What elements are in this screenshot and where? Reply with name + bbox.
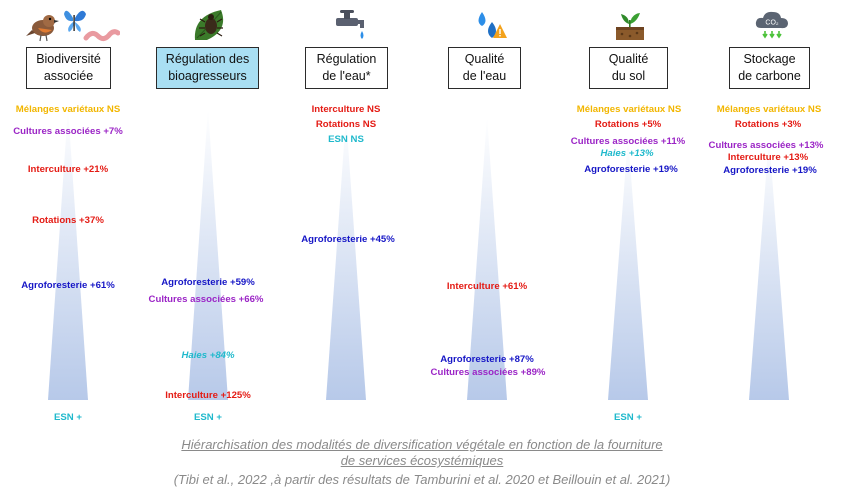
header-qualite-eau: Qualité de l'eau (448, 47, 521, 89)
caption-line1: Hiérarchisation des modalités de diversi… (181, 437, 663, 452)
label-agroforesterie: Agroforesterie +61% (21, 280, 115, 291)
header-line2: associée (43, 69, 94, 83)
water-tap-icon (336, 10, 364, 39)
cone-biodiversite (48, 108, 88, 400)
header-line2: de l'eau (462, 69, 507, 83)
soil-sprout-icon (616, 13, 644, 40)
cone-regulation-eau (326, 116, 366, 400)
water-drops-warning-icon (478, 12, 507, 38)
label-haies: Haies +13% (600, 148, 654, 159)
co2-icon-text: CO₂ (765, 20, 779, 27)
co2-cloud-icon: CO₂ (755, 11, 788, 39)
label-agroforesterie: Agroforesterie +87% (440, 354, 534, 365)
label-interculture: Interculture +61% (446, 281, 528, 292)
label-interculture: Interculture +13% (727, 152, 809, 163)
label-rotations: Rotations +37% (32, 215, 104, 226)
beetle-leaf-icon (194, 10, 224, 40)
label-esn: ESN NS (328, 134, 364, 145)
header-regulation-eau: Régulation de l'eau* (305, 47, 388, 89)
label-cultures-associees: Cultures associées +89% (430, 367, 546, 378)
label-cultures-associees: Cultures associées +7% (13, 126, 123, 137)
label-agroforesterie: Agroforesterie +19% (584, 164, 678, 175)
header-line2: de carbone (738, 69, 801, 83)
header-qualite-sol: Qualité du sol (589, 47, 668, 89)
caption-source: (Tibi et al., 2022 ,à partir des résulta… (173, 472, 671, 487)
label-esn: ESN + (54, 412, 82, 423)
label-interculture: Interculture +125% (165, 390, 251, 401)
header-line2: du sol (611, 69, 646, 83)
bird-butterfly-worm-icon (26, 10, 120, 42)
label-rotations: Rotations +5% (594, 119, 662, 130)
header-line1: Régulation des (165, 52, 250, 66)
header-biodiversite: Biodiversité associée (26, 47, 111, 89)
header-line1: Stockage (743, 52, 796, 66)
label-cultures-associees: Cultures associées +66% (148, 294, 264, 305)
cone-regulation-bioagresseurs (188, 108, 228, 400)
label-haies: Haies +84% (181, 350, 235, 361)
header-regulation-bioagresseurs: Régulation des bioagresseurs (156, 47, 259, 89)
label-agroforesterie: Agroforesterie +45% (301, 234, 395, 245)
header-line1: Biodiversité (36, 52, 101, 66)
header-line1: Qualité (608, 52, 649, 66)
cone-qualite-sol (608, 136, 648, 400)
cone-qualite-eau (467, 116, 507, 400)
label-esn: ESN + (194, 412, 222, 423)
label-melanges-varietaux: Mélanges variétaux NS (576, 104, 682, 115)
label-interculture: Interculture +21% (27, 164, 109, 175)
cone-stockage-carbone (749, 136, 789, 400)
label-rotations: Rotations NS (315, 119, 377, 130)
label-agroforesterie: Agroforesterie +19% (723, 165, 817, 176)
label-melanges-varietaux: Mélanges variétaux NS (716, 104, 822, 115)
label-cultures-associees: Cultures associées +13% (708, 140, 824, 151)
caption-line2: de services écosystémiques (340, 453, 504, 468)
header-line1: Régulation (316, 52, 377, 66)
header-line2: de l'eau* (322, 69, 371, 83)
label-cultures-associees: Cultures associées +11% (570, 136, 686, 147)
header-stockage-carbone: Stockage de carbone (729, 47, 810, 89)
label-interculture: Interculture NS (311, 104, 381, 115)
header-line2: bioagresseurs (168, 69, 247, 83)
label-agroforesterie: Agroforesterie +59% (161, 277, 255, 288)
label-rotations: Rotations +3% (734, 119, 802, 130)
header-line1: Qualité (464, 52, 505, 66)
label-melanges-varietaux: Mélanges variétaux NS (15, 104, 121, 115)
label-esn: ESN + (614, 412, 642, 423)
